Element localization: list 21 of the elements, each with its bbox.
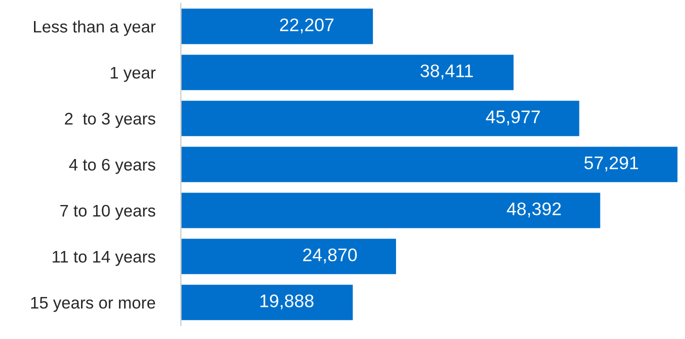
y-tick-label: Less than a year: [34, 20, 156, 36]
data-label: 45,977: [486, 110, 540, 126]
data-label: 57,291: [584, 156, 638, 172]
bar: [180, 99, 581, 138]
bar: [180, 191, 602, 230]
data-label: 24,870: [303, 248, 357, 264]
data-label: 38,411: [420, 64, 473, 80]
y-tick-label: 15 years or more: [31, 297, 156, 312]
data-label: 19,888: [260, 294, 314, 310]
y-tick-label: 11 to 14 years: [52, 251, 156, 266]
y-tick-label: 4 to 6 years: [69, 158, 156, 174]
data-label: 48,392: [506, 202, 561, 218]
y-tick-label: 7 to 10 years: [60, 204, 156, 220]
bar: [180, 237, 398, 276]
bar: [180, 145, 678, 184]
bar: [180, 283, 354, 322]
data-label: 22,207: [280, 18, 334, 34]
bar: [180, 53, 515, 92]
y-tick-label: 2 to 3 years: [64, 112, 156, 128]
y-tick-label: 1 year: [110, 66, 156, 82]
bar: [180, 7, 374, 46]
